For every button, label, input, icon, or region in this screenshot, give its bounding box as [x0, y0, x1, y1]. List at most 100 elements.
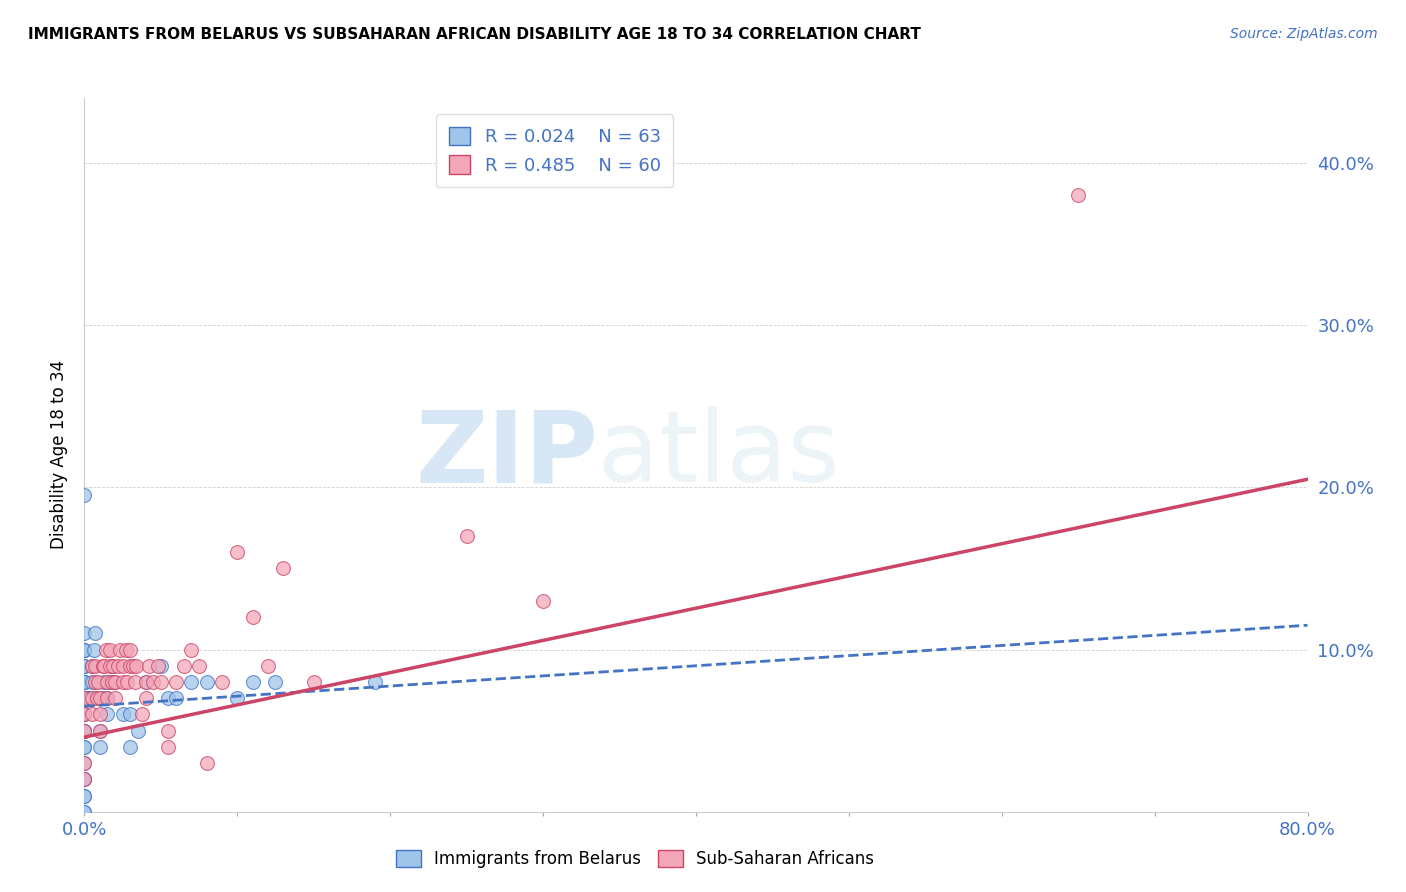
Point: [73, 723, 96, 738]
Point: [96, 691, 118, 706]
Point: [73, 805, 96, 819]
Point: [456, 529, 478, 543]
Point: [364, 675, 387, 690]
Point: [138, 658, 160, 673]
Point: [91, 691, 114, 706]
Point: [89, 723, 111, 738]
Point: [1067, 188, 1090, 202]
Point: [73, 739, 96, 754]
Point: [257, 658, 280, 673]
Point: [80, 658, 103, 673]
Point: [173, 658, 195, 673]
Point: [101, 675, 124, 690]
Point: [165, 691, 187, 706]
Point: [115, 675, 138, 690]
Point: [73, 488, 96, 502]
Point: [104, 691, 127, 706]
Point: [73, 772, 96, 787]
Point: [104, 675, 127, 690]
Point: [84, 675, 107, 690]
Point: [73, 658, 96, 673]
Point: [73, 723, 96, 738]
Point: [104, 675, 127, 690]
Point: [302, 675, 325, 690]
Point: [111, 658, 134, 673]
Point: [101, 658, 124, 673]
Point: [84, 658, 107, 673]
Point: [180, 675, 202, 690]
Point: [80, 691, 103, 706]
Point: [80, 658, 103, 673]
Point: [73, 626, 96, 640]
Point: [93, 675, 115, 690]
Point: [73, 756, 96, 770]
Point: [89, 707, 111, 722]
Point: [107, 658, 129, 673]
Point: [149, 658, 172, 673]
Point: [84, 626, 107, 640]
Point: [114, 642, 136, 657]
Point: [195, 675, 218, 690]
Point: [111, 675, 134, 690]
Point: [135, 675, 157, 690]
Point: [242, 610, 264, 624]
Point: [73, 675, 96, 690]
Point: [73, 691, 96, 706]
Point: [73, 642, 96, 657]
Point: [120, 658, 142, 673]
Point: [73, 739, 96, 754]
Point: [83, 642, 105, 657]
Point: [271, 561, 294, 575]
Point: [73, 691, 96, 706]
Point: [96, 675, 118, 690]
Point: [80, 707, 103, 722]
Point: [73, 772, 96, 787]
Point: [226, 691, 249, 706]
Point: [124, 675, 146, 690]
Point: [98, 642, 121, 657]
Point: [96, 707, 118, 722]
Point: [80, 675, 103, 690]
Point: [89, 739, 111, 754]
Text: ZIP: ZIP: [415, 407, 598, 503]
Point: [73, 658, 96, 673]
Point: [146, 658, 169, 673]
Point: [131, 707, 153, 722]
Point: [73, 772, 96, 787]
Point: [73, 642, 96, 657]
Point: [73, 805, 96, 819]
Point: [73, 691, 96, 706]
Point: [98, 658, 121, 673]
Point: [73, 675, 96, 690]
Point: [157, 691, 180, 706]
Point: [120, 707, 142, 722]
Point: [108, 642, 131, 657]
Point: [180, 642, 202, 657]
Point: [149, 675, 172, 690]
Point: [94, 642, 117, 657]
Point: [142, 675, 165, 690]
Point: [157, 739, 180, 754]
Point: [73, 707, 96, 722]
Point: [73, 756, 96, 770]
Point: [93, 658, 115, 673]
Point: [125, 658, 148, 673]
Point: [211, 675, 233, 690]
Point: [96, 691, 118, 706]
Point: [79, 691, 101, 706]
Point: [73, 675, 96, 690]
Point: [73, 642, 96, 657]
Point: [86, 691, 108, 706]
Point: [77, 691, 100, 706]
Point: [226, 545, 249, 559]
Point: [120, 739, 142, 754]
Point: [73, 723, 96, 738]
Point: [73, 723, 96, 738]
Point: [135, 675, 157, 690]
Point: [127, 723, 149, 738]
Point: [122, 658, 145, 673]
Point: [531, 594, 554, 608]
Point: [73, 691, 96, 706]
Point: [165, 675, 187, 690]
Point: [91, 658, 114, 673]
